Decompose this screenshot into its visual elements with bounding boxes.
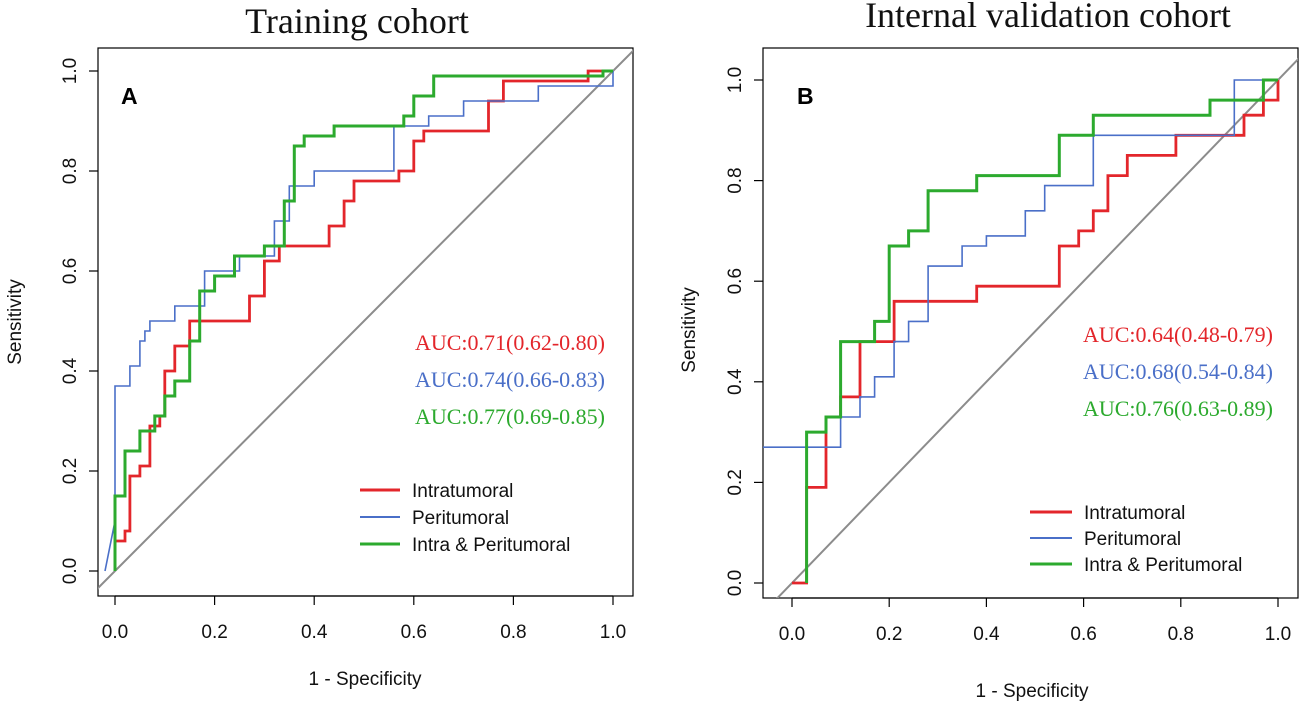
panel-b-x-tick-label: 1.0 xyxy=(1265,624,1291,645)
panel-a-x-tick-label: 0.6 xyxy=(401,622,427,643)
panel-b-y-tick-label: 0.2 xyxy=(725,469,746,495)
panel-a-y-tick-label: 1.0 xyxy=(60,58,81,84)
panel-b-y-tick-label: 0.0 xyxy=(725,570,746,596)
panel-b-x-axis: 0.0 0.2 0.4 0.6 0.8 1.0 xyxy=(779,597,1291,645)
panel-b-title: Internal validation cohort xyxy=(865,0,1231,35)
panel-b-legend-label: Peritumoral xyxy=(1084,529,1181,550)
panel-a-roc-curve-peritumoral xyxy=(104,71,614,572)
panel-a-x-tick-label: 0.2 xyxy=(201,622,227,643)
panel-b-letter: B xyxy=(797,83,814,109)
panel-a-legend: Intratumoral Peritumoral Intra & Peritumor… xyxy=(360,481,570,556)
panel-a-legend-label: Intratumoral xyxy=(412,481,513,502)
panel-a-reference-diagonal xyxy=(98,49,633,590)
panel-a-x-tick-label: 0.8 xyxy=(500,622,526,643)
panel-a-y-axis: 0.0 0.2 0.4 0.6 0.8 1.0 xyxy=(60,58,98,584)
panel-a-x-axis: 0.0 0.2 0.4 0.6 0.8 1.0 xyxy=(102,595,626,643)
panel-a-letter: A xyxy=(121,83,138,109)
panel-b-auc-text: AUC:0.64(0.48-0.79) xyxy=(1083,322,1273,347)
panel-b-roc-curve-peritumoral xyxy=(763,79,1278,449)
panel-b-x-tick-label: 0.0 xyxy=(779,624,805,645)
panel-b-legend-label: Intra & Peritumoral xyxy=(1084,555,1242,576)
panel-b-auc-text: AUC:0.68(0.54-0.84) xyxy=(1083,359,1273,384)
panel-b-y-tick-label: 1.0 xyxy=(725,67,746,93)
panel-a-x-axis-label: 1 - Specificity xyxy=(309,669,422,690)
panel-a-y-tick-label: 0.2 xyxy=(60,458,81,484)
panel-b-roc-curves xyxy=(763,78,1280,585)
panel-b-x-axis-label: 1 - Specificity xyxy=(976,681,1089,702)
panel-a-x-tick-label: 0.0 xyxy=(102,622,128,643)
panel-b-x-tick-label: 0.4 xyxy=(973,624,1000,645)
panel-a-auc-text: AUC:0.71(0.62-0.80) xyxy=(415,330,605,355)
panel-b-legend: Intratumoral Peritumoral Intra & Peritumor… xyxy=(1030,503,1242,576)
panel-a-roc-curves xyxy=(104,69,614,572)
panel-b: Internal validation cohort 0.0 0.2 0.4 0.6 0… xyxy=(679,0,1299,702)
panel-a-x-tick-label: 0.4 xyxy=(301,622,328,643)
panel-b-y-axis-label: Sensitivity xyxy=(679,287,700,373)
panel-a-auc-annotations: AUC:0.71(0.62-0.80) AUC:0.74(0.66-0.83) AU… xyxy=(415,330,605,429)
panel-a-title: Training cohort xyxy=(245,1,469,41)
panel-b-auc-text: AUC:0.76(0.63-0.89) xyxy=(1083,396,1273,421)
panel-a-y-axis-label: Sensitivity xyxy=(5,279,26,365)
panel-a-auc-text: AUC:0.74(0.66-0.83) xyxy=(415,367,605,392)
panel-b-x-tick-label: 0.6 xyxy=(1070,624,1096,645)
panel-b-roc-curve-intra-peritumoral xyxy=(805,78,1278,583)
panel-b-y-tick-label: 0.8 xyxy=(725,167,746,193)
panel-a-y-tick-label: 0.8 xyxy=(60,158,81,184)
panel-a-y-tick-label: 0.4 xyxy=(60,357,81,384)
panel-a-roc-curve-intra-peritumoral xyxy=(113,69,613,571)
panel-b-y-tick-label: 0.6 xyxy=(725,268,746,294)
panel-a-x-tick-label: 1.0 xyxy=(600,622,626,643)
panel-b-y-axis: 0.0 0.2 0.4 0.6 0.8 1.0 xyxy=(725,67,763,596)
panel-a-auc-text: AUC:0.77(0.69-0.85) xyxy=(415,404,605,429)
panel-a-y-tick-label: 0.6 xyxy=(60,258,81,284)
panel-b-y-tick-label: 0.4 xyxy=(725,368,746,395)
panel-b-reference-diagonal xyxy=(776,57,1298,598)
panel-b-x-tick-label: 0.2 xyxy=(876,624,902,645)
panel-a-y-tick-label: 0.0 xyxy=(60,558,81,584)
panel-b-x-tick-label: 0.8 xyxy=(1168,624,1194,645)
panel-a-roc-curve-intratumoral xyxy=(113,69,613,571)
panel-a-legend-label: Peritumoral xyxy=(412,508,509,529)
panel-a: Training cohort 0.0 0.2 0.4 0.6 0.8 1.0 0.00.… xyxy=(5,1,634,690)
panel-b-auc-annotations: AUC:0.64(0.48-0.79) AUC:0.68(0.54-0.84) AU… xyxy=(1083,322,1273,421)
panel-b-legend-label: Intratumoral xyxy=(1084,503,1185,524)
panel-a-legend-label: Intra & Peritumoral xyxy=(412,535,570,556)
